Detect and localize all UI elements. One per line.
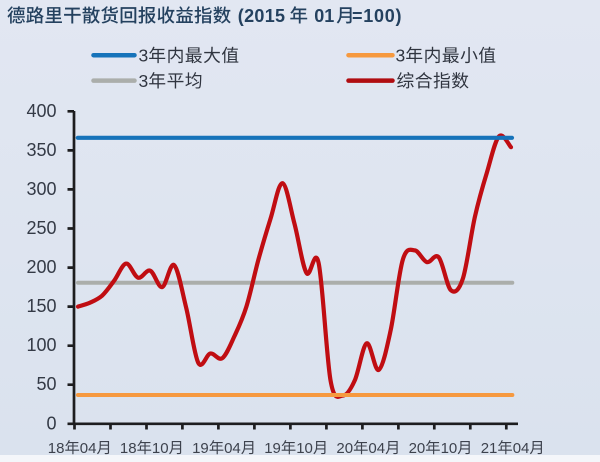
svg-text:01: 01 bbox=[314, 6, 334, 26]
svg-text:100: 100 bbox=[26, 335, 56, 355]
svg-text:400: 400 bbox=[26, 101, 56, 121]
svg-text:=100): =100) bbox=[352, 6, 402, 26]
svg-text:04: 04 bbox=[224, 440, 241, 457]
svg-text:250: 250 bbox=[26, 218, 56, 238]
svg-text:150: 150 bbox=[26, 296, 56, 316]
svg-text:3: 3 bbox=[139, 46, 149, 66]
svg-text:04: 04 bbox=[513, 440, 530, 457]
svg-text:21: 21 bbox=[481, 440, 498, 457]
svg-text:04: 04 bbox=[80, 440, 97, 457]
svg-text:0: 0 bbox=[46, 413, 56, 433]
svg-text:20: 20 bbox=[336, 440, 353, 457]
svg-text:300: 300 bbox=[26, 179, 56, 199]
svg-text:50: 50 bbox=[36, 374, 56, 394]
svg-text:18: 18 bbox=[120, 440, 137, 457]
svg-text:200: 200 bbox=[26, 257, 56, 277]
svg-text:18: 18 bbox=[48, 440, 65, 457]
svg-text:10: 10 bbox=[296, 440, 313, 457]
svg-text:10: 10 bbox=[152, 440, 169, 457]
svg-text:3: 3 bbox=[139, 71, 149, 91]
svg-text:3: 3 bbox=[396, 46, 406, 66]
svg-text:20: 20 bbox=[409, 440, 426, 457]
svg-text:19: 19 bbox=[192, 440, 209, 457]
svg-text:350: 350 bbox=[26, 140, 56, 160]
svg-text:10: 10 bbox=[441, 440, 458, 457]
svg-text:(2015: (2015 bbox=[238, 6, 286, 26]
svg-text:19: 19 bbox=[264, 440, 281, 457]
svg-text:04: 04 bbox=[368, 440, 385, 457]
